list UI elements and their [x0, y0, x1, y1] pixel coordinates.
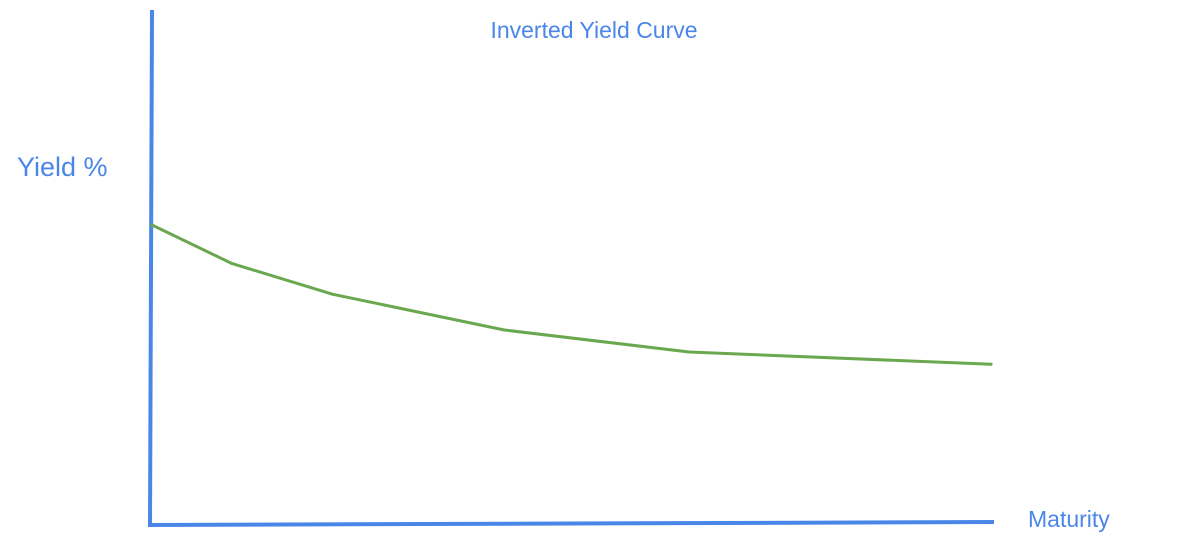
series-layer — [150, 223, 993, 366]
data-point — [989, 362, 993, 366]
y-axis — [148, 9, 154, 528]
chart-title: Inverted Yield Curve — [490, 17, 697, 43]
y-axis-label: Yield % — [17, 152, 108, 182]
data-point — [330, 292, 334, 296]
data-point — [687, 350, 691, 354]
data-point — [502, 328, 506, 332]
series-line — [150, 223, 993, 366]
data-point — [150, 223, 154, 227]
x-axis-label: Maturity — [1028, 506, 1110, 532]
data-point — [230, 261, 234, 265]
x-axis — [147, 520, 995, 527]
